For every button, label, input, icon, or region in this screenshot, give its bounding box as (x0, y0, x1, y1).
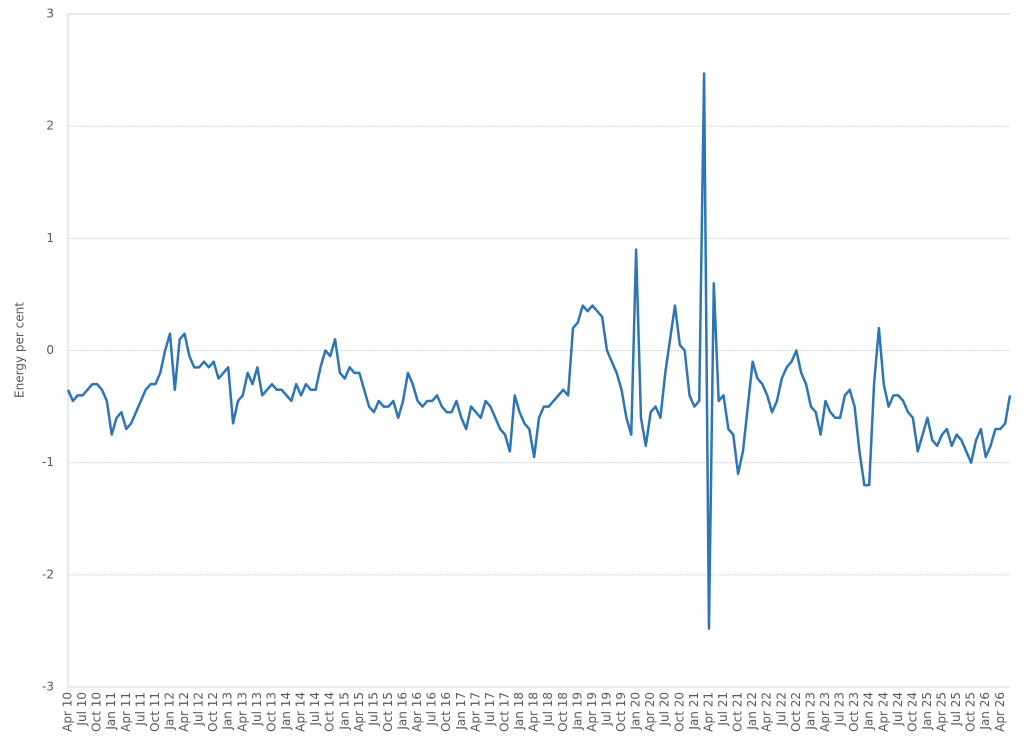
x-tick-label: Jan 21 (687, 692, 701, 731)
x-tick-label: Jul 17 (483, 692, 497, 727)
x-tick-label: Jan 15 (337, 692, 351, 731)
x-tick-label: Jan 20 (629, 692, 643, 731)
x-tick-label: Jul 11 (133, 692, 147, 727)
x-tick-label: Apr 18 (527, 692, 541, 732)
x-tick-label: Jul 12 (192, 692, 206, 727)
x-tick-label: Jan 26 (978, 692, 992, 731)
x-tick-label: Jan 23 (803, 692, 817, 731)
x-tick-label: Apr 23 (818, 692, 832, 732)
x-tick-label: Jan 22 (745, 692, 759, 731)
x-tick-label: Jan 11 (104, 692, 118, 731)
x-tick-label: Apr 13 (235, 692, 249, 732)
x-tick-label: Jan 17 (454, 692, 468, 731)
x-tick-label: Apr 12 (177, 692, 191, 732)
x-tick-label: Jan 19 (570, 692, 584, 731)
x-tick-label: Apr 10 (61, 692, 75, 732)
x-tick-label: Jan 16 (396, 692, 410, 731)
x-tick-label: Jan 24 (862, 692, 876, 731)
x-tick-label: Oct 25 (964, 692, 978, 732)
x-tick-label: Oct 19 (614, 692, 628, 732)
x-tick-label: Oct 23 (847, 692, 861, 732)
x-tick-label: Jan 14 (279, 692, 293, 731)
x-tick-label: Jul 18 (541, 692, 555, 727)
x-tick-label: Jul 20 (658, 692, 672, 727)
x-tick-label: Apr 14 (294, 692, 308, 732)
x-tick-label: Jan 18 (512, 692, 526, 731)
x-tick-label: Oct 12 (206, 692, 220, 732)
x-tick-label: Apr 24 (876, 692, 890, 732)
x-tick-label: Apr 20 (643, 692, 657, 732)
y-tick-label: 1 (46, 231, 54, 245)
x-tick-label: Jan 13 (221, 692, 235, 731)
x-tick-label: Apr 26 (993, 692, 1007, 732)
x-tick-label: Oct 24 (905, 692, 919, 732)
x-tick-label: Jul 23 (833, 692, 847, 727)
x-tick-label: Apr 17 (468, 692, 482, 732)
x-tick-label: Apr 16 (410, 692, 424, 732)
x-tick-label: Jul 25 (949, 692, 963, 727)
x-tick-label: Oct 17 (498, 692, 512, 732)
x-tick-label: Apr 15 (352, 692, 366, 732)
x-tick-label: Oct 10 (90, 692, 104, 732)
data-line (66, 72, 1012, 630)
x-tick-label: Oct 22 (789, 692, 803, 732)
x-tick-label: Oct 20 (672, 692, 686, 732)
x-tick-label: Oct 15 (381, 692, 395, 732)
x-tick-label: Jul 13 (250, 692, 264, 727)
x-tick-label: Apr 19 (585, 692, 599, 732)
x-tick-label: Oct 11 (148, 692, 162, 732)
x-tick-label: Oct 18 (556, 692, 570, 732)
x-tick-label: Jul 19 (599, 692, 613, 727)
x-tick-label: Oct 13 (264, 692, 278, 732)
x-tick-label: Jul 16 (425, 692, 439, 727)
x-tick-label: Jul 22 (774, 692, 788, 727)
y-tick-label: 3 (46, 7, 54, 21)
y-tick-label: 0 (46, 343, 54, 357)
x-tick-label: Oct 14 (323, 692, 337, 732)
y-tick-label: 2 (46, 119, 54, 133)
x-tick-label: Jul 24 (891, 692, 905, 727)
x-tick-label: Apr 22 (760, 692, 774, 732)
x-tick-label: Jan 25 (920, 692, 934, 731)
y-tick-label: -2 (42, 567, 54, 581)
x-tick-label: Oct 16 (439, 692, 453, 732)
y-tick-label: -1 (42, 455, 54, 469)
x-tick-label: Oct 21 (731, 692, 745, 732)
x-tick-label: Apr 11 (119, 692, 133, 732)
x-tick-label: Apr 25 (935, 692, 949, 732)
y-axis-label: Energy per cent (13, 302, 27, 398)
x-tick-label: Apr 21 (701, 692, 715, 732)
x-tick-label: Jul 10 (75, 692, 89, 727)
x-tick-label: Jul 15 (366, 692, 380, 727)
x-tick-label: Jul 14 (308, 692, 322, 727)
x-tick-label: Jul 21 (716, 692, 730, 727)
x-tick-label: Jan 12 (162, 692, 176, 731)
y-tick-label: -3 (42, 680, 54, 694)
